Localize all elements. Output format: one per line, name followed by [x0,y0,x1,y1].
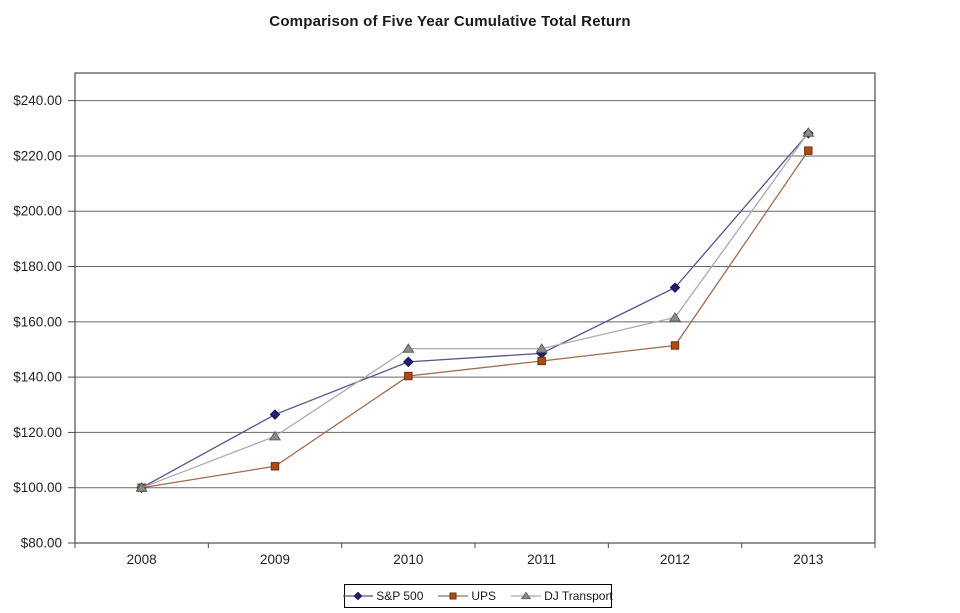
series-s-p-500-line [141,132,809,489]
series-ups-marker-2012 [670,341,680,350]
series-dj-transport-marker-2013 [802,127,815,137]
series-ups-marker-2010 [404,371,413,381]
y-axis-label-140: $140.00 [13,370,62,385]
chart-title: Comparison of Five Year Cumulative Total… [269,13,631,30]
legend-s-p-500-marker-icon [353,591,363,601]
legend-item-ups: UPS [438,589,496,603]
series-dj-transport-marker-2008 [135,482,148,492]
x-axis-label-2011: 2011 [527,552,556,567]
series-s-p-500-marker-2010 [403,356,414,368]
x-axis-label-2008: 2008 [127,552,157,567]
series-ups-marker-2011 [537,356,546,366]
legend-ups-marker-icon [449,592,457,600]
series-dj-transport-marker-2009 [268,430,282,441]
legend-s-p-500-sample [343,591,374,601]
y-axis-label-100: $100.00 [13,480,62,495]
series-s-p-500-marker-2009 [269,409,281,420]
legend-dj-transport-marker-icon [520,591,532,600]
y-axis-label-200: $200.00 [13,204,62,219]
x-axis-label-2009: 2009 [260,552,290,567]
legend-item-s-p-500: S&P 500 [343,589,423,603]
series-ups-line [141,150,809,489]
y-axis-label-120: $120.00 [13,425,62,440]
series-dj-transport-marker-2011 [535,343,548,353]
legend-ups-label: UPS [471,589,497,603]
legend-s-p-500-label: S&P 500 [376,589,424,603]
legend-dj-transport-sample [511,591,542,600]
series-dj-transport-line [141,132,809,489]
legend-dj-transport-label: DJ Transport [544,589,613,603]
y-axis-label-240: $240.00 [13,93,62,108]
y-axis-label-180: $180.00 [13,259,62,274]
y-axis-label-220: $220.00 [13,148,62,163]
series-dj-transport-marker-2012 [668,311,682,322]
series-dj-transport-marker-2010 [402,343,415,353]
legend-item-dj-transport: DJ Transport [511,589,613,603]
series-s-p-500-marker-2012 [669,282,681,293]
plot-border [74,72,876,544]
y-axis-label-80: $80.00 [21,536,62,551]
legend: S&P 500 UPS DJ Transport [343,584,613,608]
x-axis-label-2013: 2013 [793,552,823,567]
x-axis-label-2010: 2010 [393,552,423,567]
y-axis-label-160: $160.00 [13,314,62,329]
legend-ups-sample [438,592,469,600]
series-ups-marker-2009 [270,462,280,471]
x-axis-label-2012: 2012 [660,552,690,567]
series-ups-marker-2013 [804,146,813,155]
